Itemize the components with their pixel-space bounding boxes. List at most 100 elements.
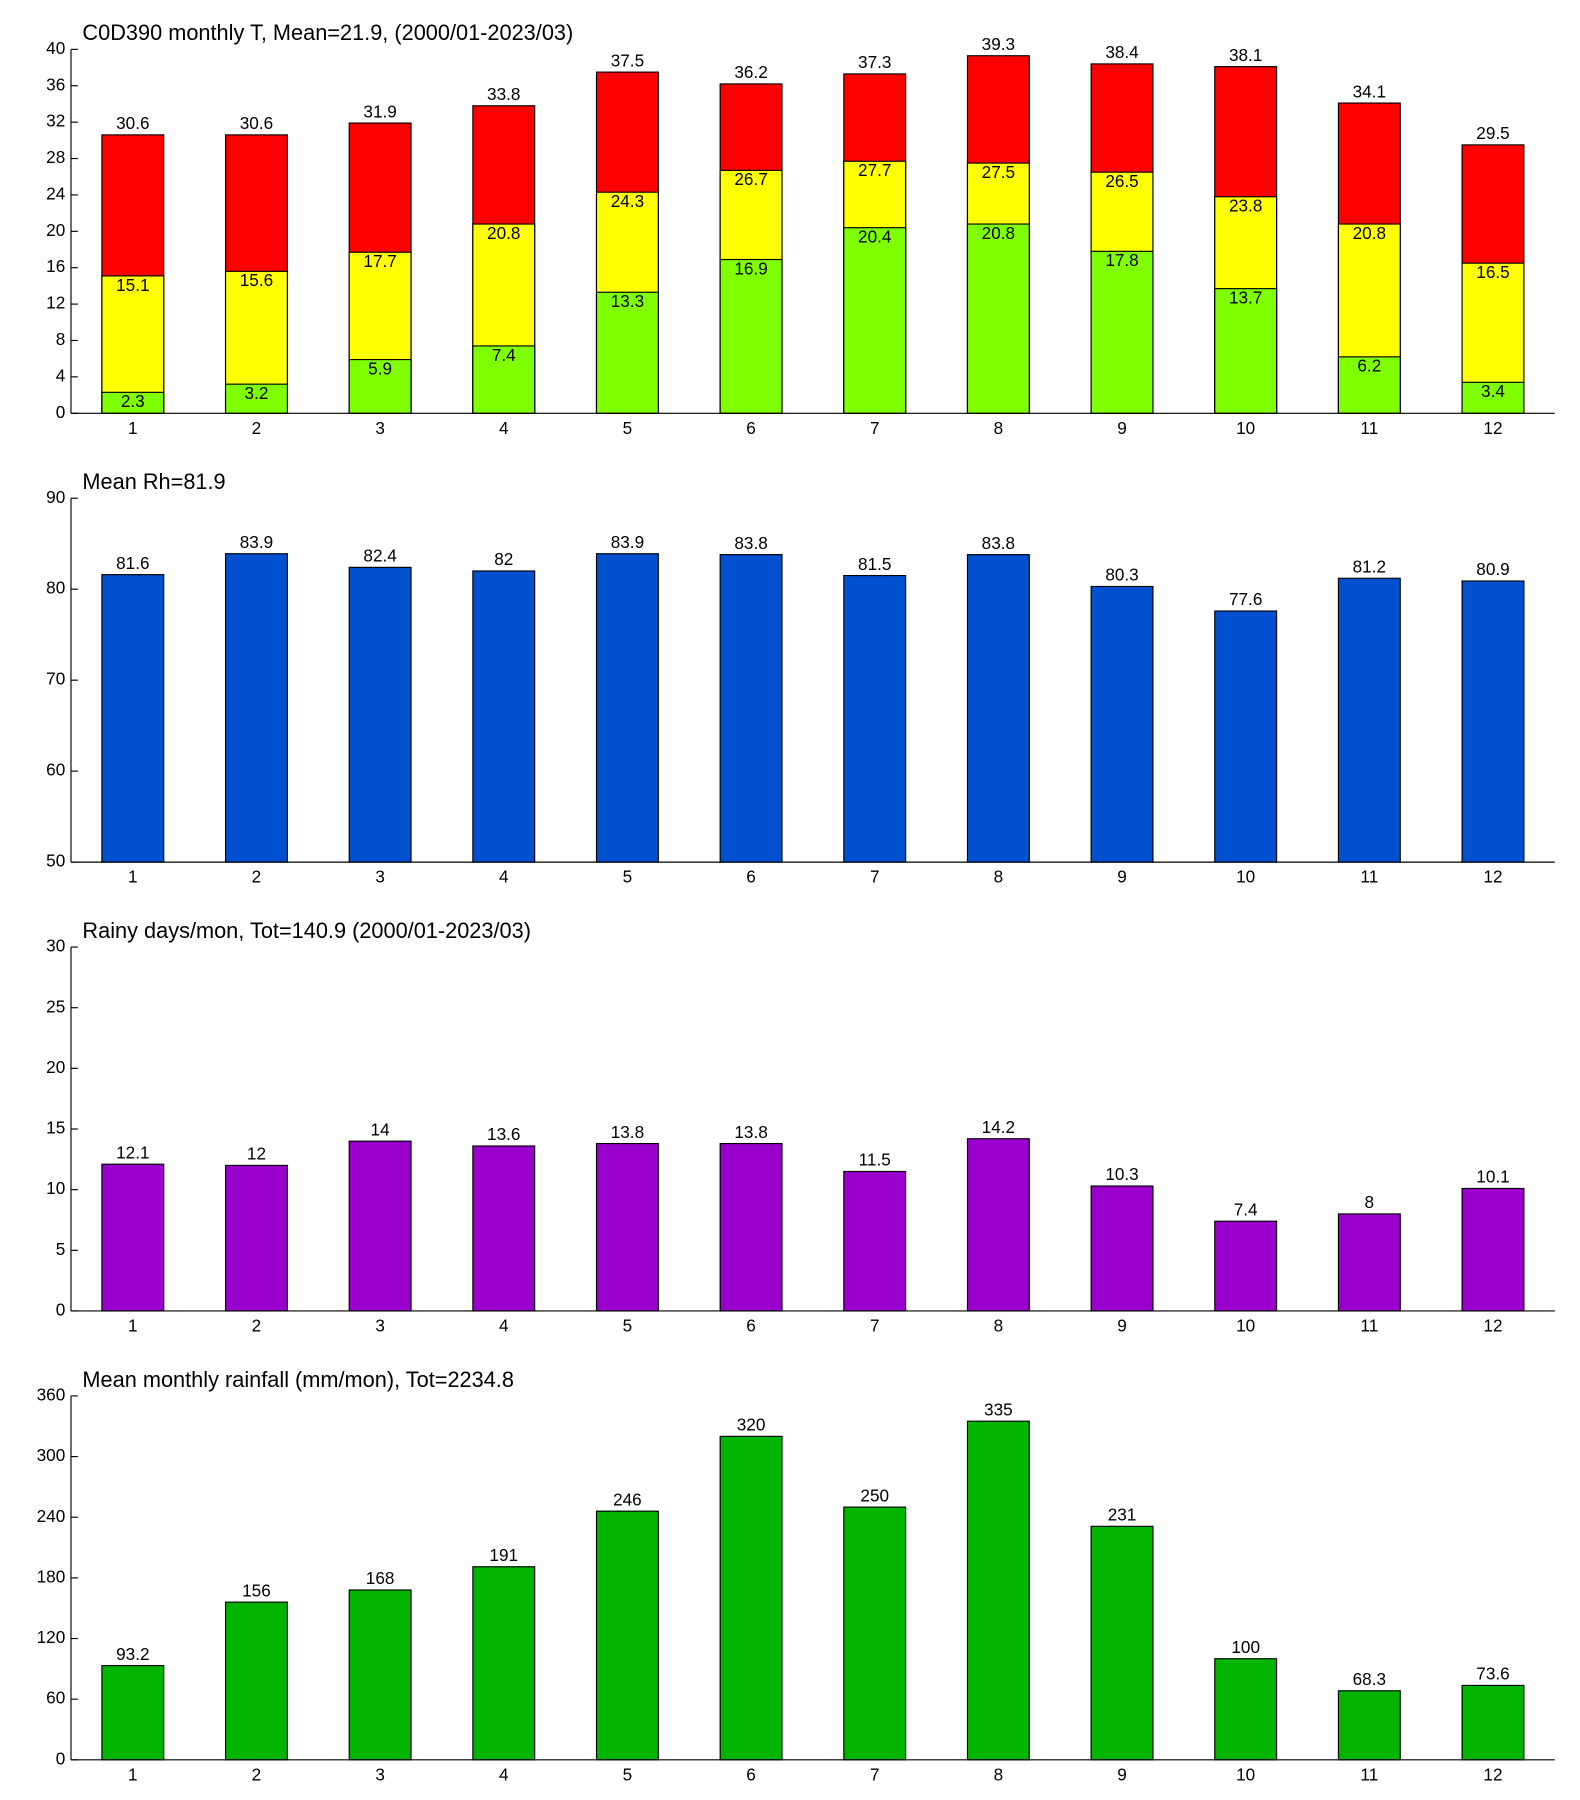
value-label: 73.6 [1476, 1664, 1509, 1684]
bar [966, 1138, 1030, 1312]
value-label: 29.5 [1476, 123, 1509, 143]
bar [1090, 1185, 1154, 1312]
value-label: 6.2 [1357, 356, 1381, 376]
value-label: 77.6 [1229, 589, 1262, 609]
y-tick-label: 60 [46, 760, 65, 780]
value-label: 31.9 [363, 101, 396, 121]
x-tick-label: 12 [1483, 867, 1502, 887]
value-label: 20.8 [1353, 223, 1386, 243]
bar [1461, 381, 1525, 414]
value-label: 191 [489, 1545, 518, 1565]
bar [1090, 250, 1154, 414]
y-tick-label: 180 [37, 1566, 66, 1586]
bar [101, 275, 165, 414]
value-label: 26.5 [1105, 171, 1138, 191]
x-tick-label: 8 [994, 1764, 1004, 1784]
x-tick-label: 12 [1483, 418, 1502, 438]
x-tick-label: 5 [623, 867, 633, 887]
value-label: 3.4 [1481, 381, 1505, 401]
bar [595, 1142, 659, 1312]
x-tick-label: 12 [1483, 1316, 1502, 1336]
x-tick-label: 9 [1117, 867, 1127, 887]
bar [1214, 288, 1278, 414]
y-tick-label: 10 [46, 1178, 65, 1198]
bar [843, 227, 907, 414]
x-tick-label: 4 [499, 1764, 509, 1784]
bar [966, 554, 1030, 863]
value-label: 27.5 [982, 162, 1015, 182]
y-tick-label: 20 [46, 1057, 65, 1077]
value-label: 83.8 [982, 533, 1015, 553]
x-tick-label: 8 [994, 1316, 1004, 1336]
bar [1214, 1658, 1278, 1761]
y-tick-label: 50 [46, 851, 65, 871]
value-label: 30.6 [240, 113, 273, 133]
y-tick-label: 90 [46, 487, 65, 507]
x-tick-label: 10 [1236, 418, 1255, 438]
bar [1090, 585, 1154, 863]
x-tick-label: 1 [128, 1764, 138, 1784]
value-label: 93.2 [116, 1644, 149, 1664]
y-tick-label: 5 [56, 1239, 66, 1259]
bar [719, 554, 783, 863]
value-label: 82.4 [363, 546, 397, 566]
y-tick-label: 32 [46, 111, 65, 131]
x-tick-label: 7 [870, 1764, 880, 1784]
chart-title: C0D390 monthly T, Mean=21.9, (2000/01-20… [82, 20, 573, 45]
value-label: 5.9 [368, 358, 392, 378]
value-label: 168 [366, 1568, 395, 1588]
x-tick-label: 8 [994, 418, 1004, 438]
value-label: 156 [242, 1580, 271, 1600]
value-label: 13.8 [611, 1122, 644, 1142]
x-tick-label: 6 [746, 1764, 756, 1784]
x-tick-label: 11 [1360, 867, 1378, 887]
chart-title: Mean monthly rainfall (mm/mon), Tot=2234… [82, 1367, 514, 1392]
x-tick-label: 10 [1236, 1316, 1255, 1336]
x-tick-label: 11 [1360, 418, 1378, 438]
value-label: 11.5 [859, 1150, 891, 1170]
x-tick-label: 2 [252, 418, 262, 438]
x-tick-label: 9 [1117, 1764, 1127, 1784]
y-tick-label: 40 [46, 38, 65, 58]
x-tick-label: 9 [1117, 1316, 1127, 1336]
x-tick-label: 9 [1117, 418, 1127, 438]
value-label: 24.3 [611, 191, 644, 211]
y-tick-label: 12 [46, 293, 65, 313]
value-label: 7.4 [492, 345, 516, 365]
value-label: 13.6 [487, 1124, 520, 1144]
bar [348, 1140, 412, 1312]
bar [966, 223, 1030, 414]
value-label: 8 [1365, 1192, 1375, 1212]
y-tick-label: 24 [46, 183, 66, 203]
bar [1337, 577, 1401, 863]
chart-title: Rainy days/mon, Tot=140.9 (2000/01-2023/… [82, 918, 531, 943]
bar [843, 574, 907, 863]
value-label: 14.2 [982, 1117, 1015, 1137]
value-label: 81.2 [1353, 556, 1386, 576]
value-label: 83.9 [611, 532, 644, 552]
bar [1337, 356, 1401, 414]
value-label: 36.2 [734, 62, 767, 82]
bar [472, 570, 536, 863]
value-label: 250 [860, 1485, 889, 1505]
y-tick-label: 120 [37, 1627, 66, 1647]
value-label: 13.7 [1229, 287, 1262, 307]
x-tick-label: 11 [1360, 1316, 1378, 1336]
x-tick-label: 6 [746, 1316, 756, 1336]
y-tick-label: 30 [46, 936, 65, 956]
x-tick-label: 5 [623, 418, 633, 438]
bar [719, 258, 783, 414]
y-tick-label: 20 [46, 220, 65, 240]
value-label: 7.4 [1234, 1199, 1258, 1219]
value-label: 335 [984, 1399, 1013, 1419]
y-tick-label: 4 [56, 365, 66, 385]
value-label: 13.3 [611, 291, 644, 311]
bar [472, 1145, 536, 1312]
x-tick-label: 2 [252, 1316, 262, 1336]
y-tick-label: 60 [46, 1688, 65, 1708]
x-tick-label: 3 [375, 1316, 385, 1336]
x-tick-label: 4 [499, 418, 509, 438]
bar [348, 566, 412, 863]
chart-title: Mean Rh=81.9 [82, 469, 225, 494]
